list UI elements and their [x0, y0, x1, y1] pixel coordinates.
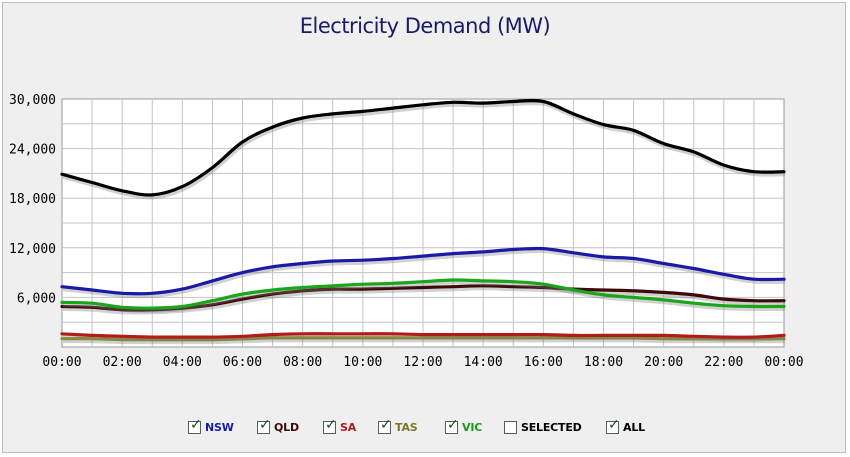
legend-checkbox-vic[interactable]: ✓: [445, 416, 459, 434]
series-line-sa: [60, 332, 786, 339]
y-tick-label: 12,000: [9, 242, 56, 257]
x-tick-label: 06:00: [223, 355, 262, 370]
x-tick-label: 02:00: [103, 355, 142, 370]
series-shadow-sa: [62, 333, 786, 342]
legend-checkbox-nsw[interactable]: ✓: [188, 416, 202, 434]
x-tick-label: 08:00: [283, 355, 322, 370]
chart-title: Electricity Demand (MW): [299, 14, 551, 38]
checkmark-icon: ✓: [190, 416, 202, 433]
legend-toggle-sa[interactable]: ✓ SA: [323, 418, 356, 436]
legend-label-tas: TAS: [395, 420, 418, 434]
legend-label-selected: SELECTED: [521, 420, 582, 434]
y-tick-label: 6,000: [17, 291, 56, 306]
checkmark-icon: ✓: [325, 416, 337, 433]
checkmark-icon: ✓: [608, 416, 620, 433]
checkmark-icon: ✓: [447, 416, 459, 433]
series-shadow-qld: [62, 285, 786, 315]
legend-toggle-qld[interactable]: ✓ QLD: [257, 418, 299, 436]
legend-toggle-tas[interactable]: ✓ TAS: [378, 418, 418, 436]
legend-label-sa: SA: [340, 420, 357, 434]
legend-toggle-all[interactable]: ✓ ALL: [606, 418, 645, 436]
y-tick-label: 18,000: [9, 192, 56, 207]
legend-checkbox-tas[interactable]: ✓: [378, 416, 392, 434]
x-tick-label: 04:00: [163, 355, 202, 370]
series-line-vic: [60, 278, 786, 310]
series-shadow-nsw: [62, 247, 786, 299]
legend-checkbox-qld[interactable]: ✓: [257, 416, 271, 434]
x-tick-label: 00:00: [764, 355, 803, 370]
series-shadow-tas: [62, 337, 785, 345]
x-tick-label: 16:00: [524, 355, 563, 370]
legend: ✓ NSW ✓ QLD ✓ SA ✓ TAS ✓ VIC SELECTED ✓ ALL: [0, 418, 850, 438]
x-tick-label: 00:00: [42, 355, 81, 370]
legend-checkbox-all[interactable]: ✓: [606, 416, 620, 434]
legend-label-vic: VIC: [462, 420, 483, 434]
legend-checkbox-sa[interactable]: ✓: [323, 416, 337, 434]
x-tick-label: 18:00: [584, 355, 623, 370]
checkmark-icon: ✓: [259, 416, 271, 433]
legend-label-all: ALL: [623, 420, 645, 434]
legend-toggle-vic[interactable]: ✓ VIC: [445, 418, 482, 436]
y-tick-label: 30,000: [9, 93, 56, 108]
series-line-nsw: [60, 246, 786, 296]
x-tick-label: 10:00: [343, 355, 382, 370]
legend-checkbox-selected[interactable]: [504, 420, 517, 434]
x-tick-label: 20:00: [644, 355, 683, 370]
legend-label-qld: QLD: [274, 420, 299, 434]
legend-toggle-nsw[interactable]: ✓ NSW: [188, 418, 234, 436]
legend-toggle-selected[interactable]: SELECTED: [504, 418, 582, 436]
legend-label-nsw: NSW: [205, 420, 234, 434]
y-tick-label: 24,000: [9, 143, 56, 158]
x-tick-label: 12:00: [403, 355, 442, 370]
checkmark-icon: ✓: [380, 416, 392, 433]
x-tick-label: 22:00: [704, 355, 743, 370]
series-shadow-vic: [62, 279, 786, 313]
x-tick-label: 14:00: [464, 355, 503, 370]
series-line-tas: [60, 336, 786, 342]
series-line-all: [60, 98, 786, 197]
